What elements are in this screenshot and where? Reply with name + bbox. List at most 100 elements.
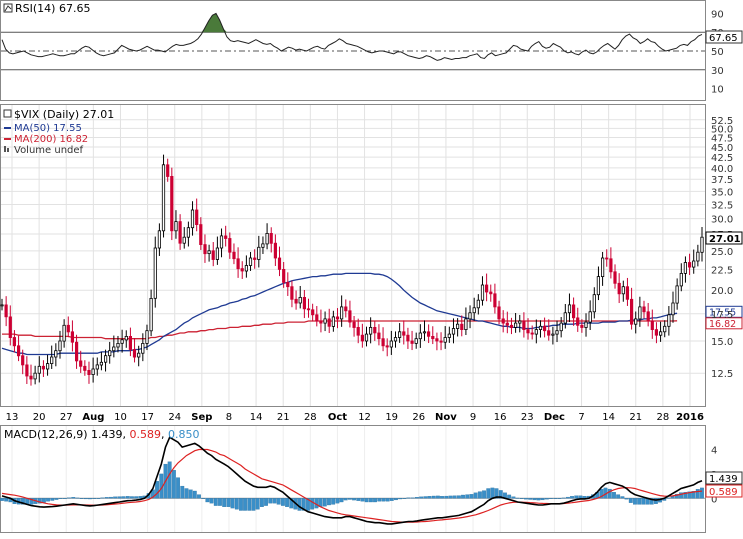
rsi-legend-icon <box>3 3 13 13</box>
candle-body <box>451 328 456 335</box>
candle-body <box>79 360 83 367</box>
price-ytick-label: 15.0 <box>711 337 733 348</box>
candle-body <box>576 317 580 326</box>
candle-body <box>625 286 630 300</box>
candle-body <box>526 329 530 334</box>
candle-body <box>377 332 381 340</box>
macd-legend-macd-value: 1.439 <box>91 428 123 441</box>
macd-histogram-bar <box>79 498 84 499</box>
price-ytick-label: 30.0 <box>711 215 733 226</box>
candle-body <box>551 333 555 336</box>
candle-body <box>501 318 505 324</box>
macd-histogram-bar <box>171 470 176 499</box>
candle-body <box>62 324 66 342</box>
macd-histogram-bar <box>427 496 432 499</box>
candle-body <box>4 304 8 318</box>
macd-histogram-bar <box>620 496 625 499</box>
macd-histogram-bar <box>700 487 704 499</box>
macd-histogram-bar <box>373 498 377 503</box>
candle-body <box>228 238 232 253</box>
macd-histogram-bar <box>213 498 218 506</box>
macd-histogram-bar <box>599 488 604 499</box>
x-axis-label: 26 <box>412 412 425 423</box>
candle-body <box>161 164 166 232</box>
candle-body <box>360 334 365 342</box>
candle-body <box>141 342 145 354</box>
x-axis-label: 2016 <box>676 412 704 423</box>
candle-body <box>447 333 451 338</box>
candle-body <box>389 340 393 348</box>
candle-body <box>244 265 248 272</box>
candle-body <box>66 324 70 333</box>
price-last-value: 27.01 <box>709 234 741 245</box>
price-ytick-label: 52.5 <box>711 116 733 127</box>
macd-histogram-bar <box>100 497 105 499</box>
price-last-value-box <box>705 231 743 245</box>
candle-body <box>476 299 480 309</box>
macd-histogram-bar <box>327 498 331 506</box>
macd-histogram-bar <box>465 494 470 499</box>
candle-body <box>294 298 298 304</box>
macd-histogram-bar <box>75 497 80 499</box>
macd-histogram-bar <box>356 498 361 501</box>
candle-body <box>497 306 501 320</box>
rsi-ytick-label: 10 <box>711 85 724 96</box>
candle-body <box>638 306 642 320</box>
candle-body <box>95 364 99 370</box>
candle-body <box>700 236 704 253</box>
candle-body <box>277 257 282 270</box>
candle-body <box>116 342 120 348</box>
candle-body <box>592 294 596 313</box>
macd-histogram-bar <box>616 494 621 499</box>
macd-histogram-bar <box>624 498 629 500</box>
candle-body <box>364 333 369 342</box>
macd-histogram-bar <box>448 495 453 499</box>
candle-body <box>368 326 373 335</box>
price-ytick-label: 35.0 <box>711 187 733 198</box>
macd-histogram-bar <box>226 498 231 507</box>
candle-body <box>16 345 21 357</box>
candle-body <box>530 332 534 335</box>
candle-body <box>410 340 414 344</box>
macd-line <box>1 436 703 525</box>
candle-body <box>621 286 625 295</box>
candle-body <box>137 352 141 358</box>
rsi-ytick-label: 30 <box>711 66 724 77</box>
x-axis-label: 17 <box>141 412 154 423</box>
macd-histogram-bar <box>415 497 419 499</box>
x-axis-label: 24 <box>168 412 181 423</box>
candle-body <box>261 243 265 248</box>
candle-body <box>323 318 327 324</box>
macd-histogram-bar <box>377 498 382 502</box>
macd-histogram-bar <box>456 495 461 499</box>
candle-body <box>460 323 464 331</box>
candle-body <box>248 257 253 266</box>
candle-body <box>418 332 422 340</box>
macd-histogram-bar <box>251 498 256 511</box>
macd-histogram-bar <box>498 490 503 499</box>
macd-last-value-badge: 1.439 0.589 <box>705 471 743 498</box>
x-axis-label: Aug <box>82 412 104 423</box>
candle-body <box>514 322 518 328</box>
candle-body <box>534 329 538 335</box>
macd-histogram-bar <box>125 496 130 499</box>
x-axis-label: Nov <box>435 412 457 423</box>
macd-histogram-bar <box>398 498 403 500</box>
macd-histogram-bar <box>536 498 541 501</box>
macd-histogram-bar <box>331 498 336 505</box>
macd-histogram-bar <box>482 490 486 499</box>
macd-histogram-bar <box>394 498 398 501</box>
candle-body <box>178 221 182 244</box>
candle-body <box>315 314 319 322</box>
macd-histogram-bar <box>440 496 444 499</box>
macd-histogram-bar <box>549 498 553 499</box>
candle-body <box>679 272 683 287</box>
macd-histogram-bar <box>306 498 310 511</box>
rsi-last-value: 67.65 <box>709 33 738 44</box>
candle-body <box>232 251 236 260</box>
candle-body <box>335 316 340 320</box>
candle-body <box>563 312 567 324</box>
macd-histogram-bar <box>641 498 646 505</box>
candle-body <box>219 235 224 249</box>
macd-histogram-bar <box>138 496 143 499</box>
